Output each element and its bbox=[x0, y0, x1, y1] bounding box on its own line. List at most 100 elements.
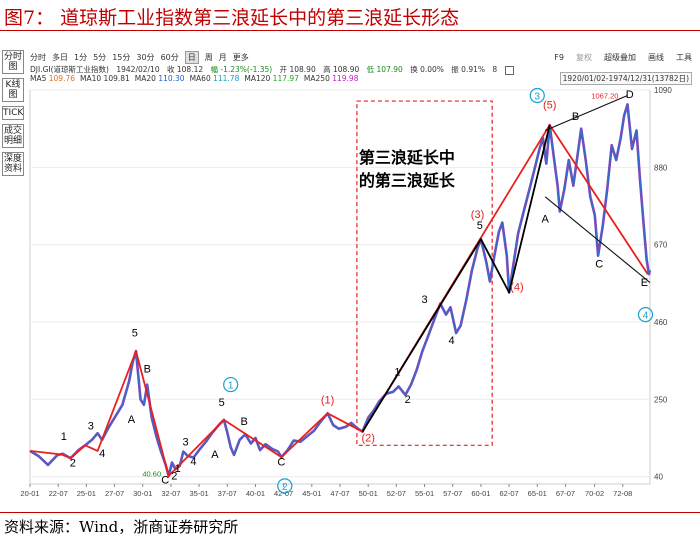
wave-label: C bbox=[595, 258, 603, 270]
tool-button[interactable]: 画线 bbox=[648, 52, 664, 62]
box-caption: 的第三浪延长 bbox=[359, 171, 456, 190]
sidebar-tab-depth[interactable]: 深度资料 bbox=[2, 152, 24, 176]
ma-legend-item: MA10 109.81 bbox=[80, 74, 130, 83]
ticker-label: DJI.GI(道琼斯工业指数) bbox=[30, 65, 109, 74]
wave-label: 3 bbox=[421, 294, 427, 306]
wave-label: E bbox=[641, 277, 648, 289]
box-caption: 第三浪延长中 bbox=[359, 148, 455, 167]
sidebar-tab-tick[interactable]: TICK bbox=[2, 106, 24, 120]
wave-label: 1 bbox=[394, 366, 400, 378]
plot-frame bbox=[29, 89, 651, 485]
x-tick-label: 25-01 bbox=[77, 489, 96, 498]
price-series-line bbox=[29, 103, 651, 477]
period-toolbar: 分时 多日 1分 5分 15分 30分 60分日周月更多 bbox=[30, 50, 255, 64]
period-tab[interactable]: 更多 bbox=[232, 52, 249, 62]
highlight-box bbox=[356, 100, 493, 446]
x-tick-label: 35-01 bbox=[189, 489, 208, 498]
change-label: 幅 -1.23%(-1.35) bbox=[210, 65, 273, 74]
source-rule bbox=[0, 512, 700, 513]
period-tab[interactable]: 1分 bbox=[74, 52, 88, 62]
y-tick-label: 880 bbox=[654, 163, 668, 172]
wave-label: 1 bbox=[175, 463, 181, 475]
count-label: 8 bbox=[492, 65, 498, 74]
wave-label: B bbox=[572, 111, 579, 123]
period-tab[interactable]: 月 bbox=[218, 52, 227, 62]
price-chart: 40 250 460 670 880 1090 20-01 22-07 25-01 27-07 30… bbox=[20, 86, 672, 498]
x-tick-label: 30-01 bbox=[133, 489, 152, 498]
turnover-label: 换 0.00% bbox=[410, 65, 444, 74]
wave-label: 2 bbox=[171, 471, 177, 483]
wave-label: (2) bbox=[361, 433, 374, 445]
wave-label: 5 bbox=[477, 220, 483, 232]
figure-title: 图7： 道琼斯工业指数第三浪延长中的第三浪延长形态 bbox=[4, 7, 460, 29]
x-tick-label: 70-02 bbox=[585, 489, 604, 498]
ma-legend-item: MA250 119.98 bbox=[303, 74, 359, 83]
wave-label: (4) bbox=[510, 282, 523, 294]
quote-info-line: DJI.GI(道琼斯工业指数) 1942/02/10 收 108.12 幅 -1… bbox=[30, 64, 519, 75]
ma-legend-item: MA120 117.97 bbox=[244, 74, 299, 83]
y-tick-label: 1090 bbox=[654, 86, 672, 95]
period-tab[interactable]: 日 bbox=[184, 50, 199, 64]
trendline bbox=[544, 94, 628, 132]
x-tick-label: 55-01 bbox=[415, 489, 434, 498]
wave-label: 4 bbox=[449, 335, 455, 347]
y-tick-label: 670 bbox=[654, 241, 668, 250]
x-tick-label: 20-01 bbox=[20, 489, 39, 498]
wave-label: 1 bbox=[61, 431, 67, 443]
wave-label: (5) bbox=[543, 99, 556, 111]
ma-legend-item: MA20 110.30 bbox=[134, 74, 185, 83]
source-note: 资料来源：Wind，浙商证券研究所 bbox=[4, 518, 239, 536]
wave-label: 5 bbox=[132, 328, 138, 340]
x-tick-label: 50-01 bbox=[359, 489, 378, 498]
amplitude-label: 振 0.91% bbox=[451, 65, 486, 74]
wave-label: 5 bbox=[219, 397, 225, 409]
terminal-window: 分时图 K线图 TICK 成交明细 深度资料 分时 多日 1分 5分 15分 30分 60分… bbox=[0, 50, 700, 510]
wave-count-line-red bbox=[29, 124, 649, 477]
period-tab[interactable]: 15分 bbox=[112, 52, 131, 62]
x-tick-label: 32-07 bbox=[161, 489, 180, 498]
wave-label: A bbox=[128, 414, 136, 426]
tool-button[interactable]: F9 bbox=[554, 52, 564, 62]
period-tab[interactable]: 60分 bbox=[160, 52, 179, 62]
close-label: 收 108.12 bbox=[166, 65, 204, 74]
sidebar-tab-kline[interactable]: K线图 bbox=[2, 78, 24, 102]
settings-box-icon[interactable] bbox=[504, 65, 514, 75]
sidebar-tab-timeshare[interactable]: 分时图 bbox=[2, 50, 24, 74]
wave-label: A bbox=[211, 449, 219, 461]
period-tab[interactable]: 5分 bbox=[93, 52, 107, 62]
circled-wave-marker bbox=[529, 87, 545, 104]
circled-wave-number: 3 bbox=[534, 92, 540, 103]
date-range-label[interactable]: 1920/01/02-1974/12/31(13782日) bbox=[559, 72, 692, 85]
period-tab[interactable]: 分时 bbox=[30, 52, 46, 62]
x-tick-label: 52-07 bbox=[387, 489, 406, 498]
ma-legend: MA5 109.76 MA10 109.81 MA20 110.30 MA60 111… bbox=[30, 74, 363, 83]
x-tick-label: 22-07 bbox=[49, 489, 68, 498]
wave-label: 4 bbox=[99, 448, 105, 460]
x-tick-label: 67-07 bbox=[556, 489, 575, 498]
trendline bbox=[544, 196, 651, 284]
high-label: 高 108.90 bbox=[323, 65, 360, 74]
circled-wave-number: 4 bbox=[643, 311, 649, 322]
period-tab[interactable]: 周 bbox=[204, 52, 213, 62]
y-tick-label: 40 bbox=[654, 473, 663, 482]
ma-legend-item: MA5 109.76 bbox=[30, 74, 76, 83]
x-tick-label: 65-01 bbox=[528, 489, 547, 498]
sidebar-tab-trades[interactable]: 成交明细 bbox=[2, 124, 24, 148]
wave-label: 1067.20 bbox=[591, 91, 618, 100]
circled-wave-marker bbox=[277, 478, 293, 494]
ma-legend-item: MA60 111.78 bbox=[189, 74, 240, 83]
tool-button[interactable]: 超级叠加 bbox=[604, 52, 636, 62]
wave-label: C bbox=[277, 457, 285, 469]
x-tick-label: 45-01 bbox=[302, 489, 321, 498]
tool-toolbar: F9 复权 超级叠加 画线 工具 bbox=[542, 50, 692, 64]
x-tick-label: 37-07 bbox=[218, 489, 237, 498]
x-tick-label: 47-07 bbox=[330, 489, 349, 498]
x-tick-label: 40-01 bbox=[246, 489, 265, 498]
x-tick-label: 42-07 bbox=[274, 489, 293, 498]
period-tab[interactable]: 30分 bbox=[136, 52, 155, 62]
period-tab[interactable]: 多日 bbox=[52, 52, 68, 62]
tool-button[interactable]: 工具 bbox=[676, 52, 692, 62]
x-tick-label: 60-01 bbox=[471, 489, 490, 498]
wave-label: (3) bbox=[471, 209, 484, 221]
tool-button[interactable]: 复权 bbox=[576, 52, 592, 62]
